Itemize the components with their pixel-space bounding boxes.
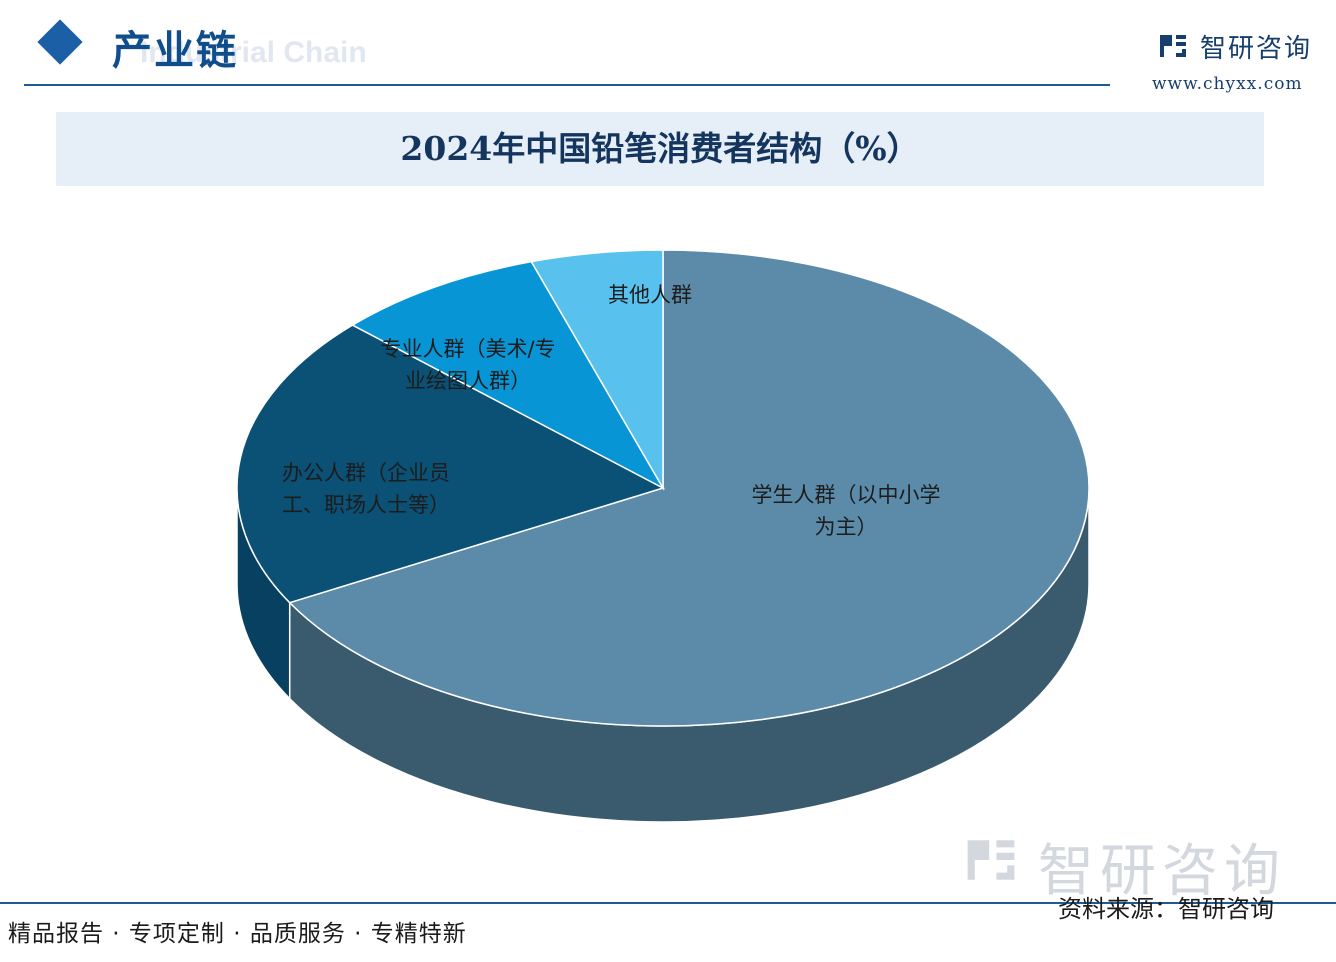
pie-slice-label: 办公人群（企业员工、职场人士等）: [282, 461, 450, 517]
pie-slice-label: 其他人群: [608, 283, 692, 307]
brand-logo-icon: [1160, 35, 1186, 57]
brand-url: www.chyxx.com: [1152, 74, 1303, 94]
section-subtitle: Industrial Chain: [140, 36, 367, 69]
pie-slice: [350, 260, 665, 490]
section-title: 产业链: [112, 27, 238, 74]
chart-title: 2024年中国铅笔消费者结构（%）: [400, 129, 920, 168]
pie-slice: [288, 249, 1090, 727]
source-note: 资料来源：智研咨询: [1058, 895, 1274, 923]
pie-slice: [530, 249, 664, 491]
pie-slice-label: 专业人群（美术/专业绘图人群）: [380, 337, 555, 393]
pie-slices: [236, 249, 1090, 727]
pie-slice-label: 学生人群（以中小学为主）: [752, 483, 941, 539]
footer-tagline: 精品报告 · 专项定制 · 品质服务 · 专精特新: [8, 921, 467, 947]
brand-name: 智研咨询: [1200, 34, 1313, 64]
pie-labels: 学生人群（以中小学为主） 办公人群（企业员工、职场人士等） 专业人群（美术/专业绘图…: [282, 283, 941, 539]
chart-title-band: [56, 112, 1264, 186]
pie-slice: [236, 324, 665, 604]
footer-divider: [0, 902, 1336, 904]
watermark-brand-name: 智研咨询: [1038, 839, 1286, 904]
watermark-logo-icon: [967, 840, 1015, 880]
header-divider: [24, 84, 1110, 86]
